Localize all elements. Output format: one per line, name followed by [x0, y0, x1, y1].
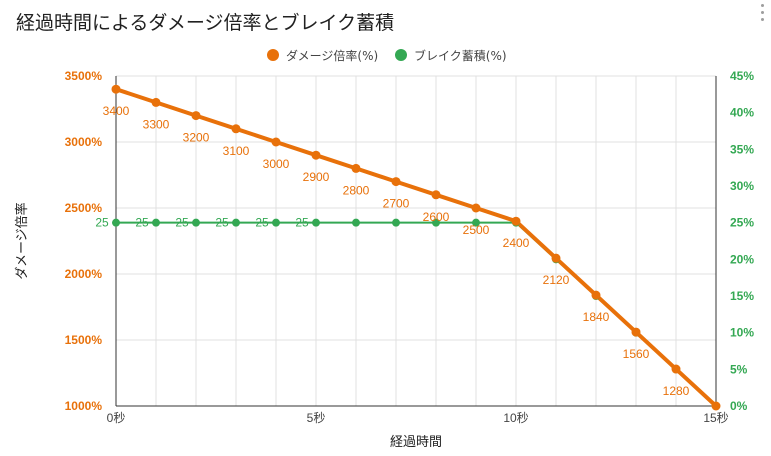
damage-point — [631, 327, 641, 337]
damage-data-label: 2900 — [303, 170, 330, 184]
y2-tick-label: 30% — [730, 179, 754, 193]
break-point — [392, 218, 400, 227]
damage-point — [351, 163, 361, 173]
break-data-label: 25 — [175, 216, 189, 230]
more-options-icon[interactable] — [761, 4, 765, 25]
damage-data-label: 2700 — [383, 197, 410, 211]
break-data-label: 25 — [255, 216, 269, 230]
y-tick-label: 2000% — [65, 267, 103, 281]
legend-damage-label: ダメージ倍率(%) — [286, 48, 378, 63]
damage-data-label: 3100 — [223, 144, 250, 158]
x-axis-title: 経過時間 — [390, 435, 442, 450]
damage-data-label: 3200 — [183, 131, 210, 145]
y2-tick-label: 0% — [730, 399, 748, 413]
break-point — [352, 218, 360, 227]
damage-data-label: 2120 — [543, 273, 570, 287]
series-line-damage — [115, 87, 718, 408]
damage-point — [671, 364, 681, 374]
y-axis-title: ダメージ倍率 — [14, 202, 30, 279]
x-tick-label: 5秒 — [307, 411, 326, 425]
x-tick-label: 15秒 — [703, 411, 728, 425]
x-tick-label: 0秒 — [107, 411, 126, 425]
damage-point — [191, 111, 201, 121]
y-tick-label: 3000% — [65, 135, 103, 149]
damage-data-label: 3300 — [143, 117, 170, 131]
y2-tick-label: 40% — [730, 106, 754, 120]
damage-data-label: 3000 — [263, 157, 290, 171]
y-tick-label: 2500% — [65, 201, 103, 215]
damage-point — [471, 203, 481, 213]
break-point — [432, 218, 440, 227]
damage-data-label: 1840 — [583, 310, 610, 324]
damage-point — [231, 124, 241, 134]
break-point — [272, 218, 280, 227]
y-tick-label: 3500% — [65, 69, 103, 83]
damage-point — [271, 137, 281, 147]
legend-damage-marker — [267, 49, 279, 61]
legend-break-marker — [395, 49, 407, 61]
damage-data-label: 3400 — [103, 104, 130, 118]
damage-data-label: 2600 — [423, 210, 450, 224]
break-data-label: 25 — [135, 216, 149, 230]
break-point — [472, 218, 480, 227]
damage-point — [711, 401, 721, 411]
legend-break-label: ブレイク蓄積(%) — [414, 48, 507, 63]
y-tick-label: 1500% — [65, 333, 103, 347]
damage-data-label: 2500 — [463, 223, 490, 237]
break-point — [312, 218, 320, 227]
break-data-label: 25 — [95, 216, 109, 230]
damage-data-label: 1560 — [623, 347, 650, 361]
series-line-break — [116, 221, 717, 407]
break-point — [112, 218, 120, 227]
y2-tick-label: 15% — [730, 289, 754, 303]
break-point — [192, 218, 200, 227]
damage-point — [431, 190, 441, 200]
y2-tick-label: 10% — [730, 326, 754, 340]
chart-title: 経過時間によるダメージ倍率とブレイク蓄積 — [16, 12, 395, 34]
y2-tick-label: 35% — [730, 142, 754, 156]
y-tick-label: 1000% — [65, 399, 103, 413]
x-tick-label: 10秒 — [503, 411, 528, 425]
damage-point — [591, 290, 601, 300]
damage-point — [311, 150, 321, 160]
y2-tick-label: 20% — [730, 252, 754, 266]
damage-point — [151, 97, 161, 107]
y2-tick-label: 25% — [730, 216, 754, 230]
break-point — [152, 218, 160, 227]
damage-point — [511, 216, 521, 226]
break-data-label: 25 — [215, 216, 229, 230]
y2-tick-label: 5% — [730, 362, 748, 376]
damage-point — [551, 253, 561, 263]
damage-data-label: 1280 — [663, 384, 690, 398]
damage-data-label: 2400 — [503, 236, 530, 250]
damage-point — [111, 84, 121, 94]
damage-data-label: 2800 — [343, 183, 370, 197]
y2-tick-label: 45% — [730, 69, 754, 83]
break-point — [232, 218, 240, 227]
break-data-label: 25 — [295, 216, 309, 230]
damage-point — [391, 177, 401, 187]
